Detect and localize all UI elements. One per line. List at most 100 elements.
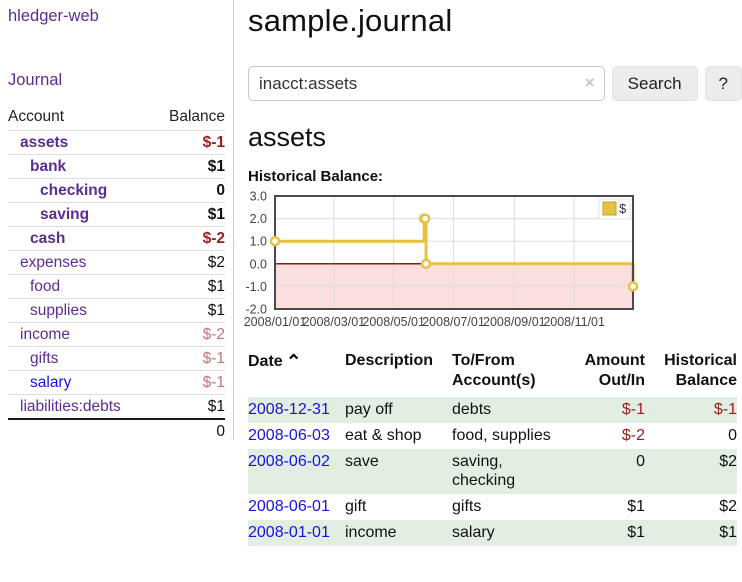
transaction-balance: $2 [719,498,737,515]
transaction-accounts: saving, checking [452,449,564,494]
x-tick-label: 2008/09/01 [483,315,546,329]
sidebar-account-link[interactable]: expenses [20,253,87,271]
transaction-description: save [345,449,452,494]
transaction-accounts: debts [452,397,564,423]
page-title: sample.journal [248,3,453,38]
sidebar-account-balance: $-1 [202,133,225,151]
sidebar: hledger-web Journal Account Balance asse… [0,0,233,582]
data-point-marker [627,281,639,292]
main-content: sample.journal × Search ? assets Histori… [244,0,742,546]
sidebar-account-row: cash $-2 [8,226,225,250]
sidebar-account-link[interactable]: gifts [30,349,59,367]
transaction-date-link[interactable]: 2008-06-03 [248,427,330,444]
sidebar-account-balance: $1 [207,277,225,295]
sidebar-account-balance: $2 [207,253,225,271]
transaction-date-link[interactable]: 2008-12-31 [248,401,330,418]
sidebar-account-row: supplies $1 [8,298,225,322]
accounts-header-balance: Balance [168,108,225,125]
transaction-balance: 0 [728,427,737,444]
y-tick-label: -1.0 [245,280,267,294]
y-tick-label: 0.0 [250,257,267,271]
sidebar-account-link[interactable]: liabilities:debts [20,397,121,415]
sidebar-account-link[interactable]: checking [40,181,108,199]
x-tick-label: 2008/11/01 [543,315,605,329]
sidebar-account-row: checking 0 [8,178,225,202]
sidebar-account-row: saving $1 [8,202,225,226]
clear-search-icon[interactable]: × [584,73,595,92]
data-point-marker [269,235,281,247]
sidebar-account-balance: $-1 [202,373,225,391]
transaction-amount: $-1 [564,397,645,423]
transaction-row: 2008-12-31 pay off debts $-1 $-1 [248,397,737,423]
sidebar-account-link[interactable]: saving [40,205,90,223]
sidebar-account-link[interactable]: food [30,277,61,295]
transaction-amount: $-2 [621,427,645,444]
register-col-header: Historical Balance [664,352,737,389]
nav-journal-link[interactable]: Journal [8,71,63,89]
transaction-amount: $1 [564,520,645,546]
y-tick-label: 3.0 [250,190,267,204]
transaction-description: income [345,520,452,546]
transaction-date-link[interactable]: 2008-06-01 [248,498,330,515]
x-tick-label: 2008/03/01 [303,315,366,329]
help-button[interactable]: ? [704,66,742,101]
sidebar-account-balance: $1 [207,157,225,175]
transaction-accounts: salary [452,520,564,546]
sidebar-account-row: bank $1 [8,154,225,178]
sidebar-account-link[interactable]: cash [30,229,66,247]
transaction-amount: 0 [564,449,645,494]
transaction-row: 2008-06-02 save saving, checking 0 $2 [248,449,737,494]
y-tick-label: 1.0 [250,235,267,249]
accounts-total-value: 0 [216,422,225,440]
sidebar-account-row: liabilities:debts $1 [8,394,225,418]
sidebar-account-balance: $1 [207,301,225,319]
historical-balance-chart: $3.0 2.0 1.0 0.0 -1.0 -2.02008/01/012008/03/0… [244,190,639,329]
register-col-header: Amount Out/In [584,352,645,389]
sidebar-account-link[interactable]: supplies [30,301,87,319]
accounts-header: Account Balance [8,103,225,130]
transaction-row: 2008-06-01 gift gifts $1 $2 [248,494,737,520]
transaction-balance: $2 [645,449,737,494]
accounts-total-row: 0 [8,418,225,443]
register-col-header: To/From Account(s) [452,352,536,389]
register-col-header[interactable]: Date ⌃ [248,352,302,373]
sidebar-account-balance: $-1 [202,349,225,367]
transaction-date-link[interactable]: 2008-06-02 [248,453,330,470]
sidebar-divider [233,0,234,440]
sidebar-account-balance: $1 [207,205,225,223]
register-col-header: Description [345,352,434,369]
sidebar-account-link[interactable]: income [20,325,70,343]
sidebar-account-link[interactable]: assets [20,133,69,151]
x-tick-label: 2008/05/01 [362,315,425,329]
sidebar-account-balance: $-2 [202,325,225,343]
transaction-description: eat & shop [345,427,422,444]
transaction-description: pay off [345,397,452,423]
transaction-amount: $1 [627,498,645,515]
legend-label: $ [619,201,627,216]
x-tick-label: 2008/01/01 [244,315,307,329]
transaction-accounts: gifts [452,498,482,515]
transaction-accounts: food, supplies [452,427,551,444]
sidebar-account-balance: 0 [216,181,225,199]
transaction-date-link[interactable]: 2008-01-01 [248,524,330,541]
sidebar-account-link[interactable]: bank [30,157,67,175]
chart-title: Historical Balance: [248,168,384,185]
sidebar-account-row: expenses $2 [8,250,225,274]
sort-asc-icon: ⌃ [285,352,302,373]
search-button[interactable]: Search [611,66,698,101]
search-form: × Search ? [248,66,742,101]
transaction-description: gift [345,498,367,515]
y-tick-label: -2.0 [245,303,267,317]
register-heading: assets [248,122,327,152]
accounts-panel: Account Balance assets $-1 bank $1 checking 0… [0,103,233,443]
sidebar-account-link[interactable]: salary [30,373,72,391]
accounts-header-account: Account [8,108,65,125]
sidebar-account-row: salary $-1 [8,370,225,394]
y-tick-label: 2.0 [250,212,267,226]
data-point-marker [419,213,431,224]
search-input[interactable] [248,66,605,101]
sidebar-account-row: income $-2 [8,322,225,346]
brand-link[interactable]: hledger-web [8,7,99,25]
transaction-row: 2008-01-01 income salary $1 $1 [248,520,737,546]
sidebar-account-row: assets $-1 [8,130,225,154]
